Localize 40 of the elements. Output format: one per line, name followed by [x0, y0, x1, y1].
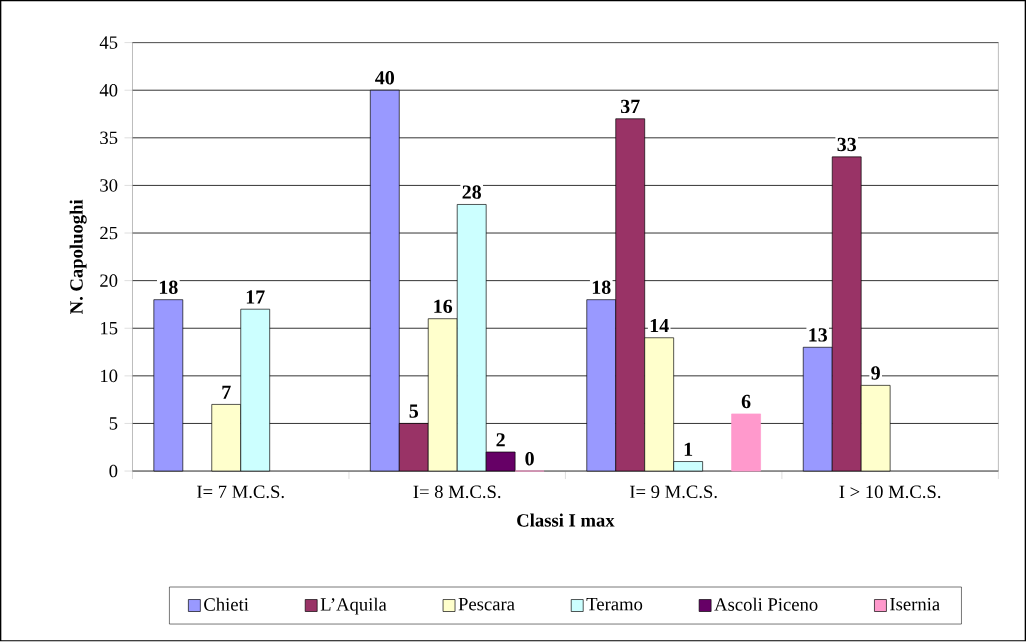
y-tick-label: 40: [99, 84, 118, 97]
x-tick-label: I= 7 M.C.S.: [197, 485, 284, 499]
y-tick-label: 35: [100, 131, 118, 145]
data-label: 18: [592, 280, 611, 295]
data-label: 28: [462, 185, 481, 200]
y-tick-label: 5: [109, 417, 118, 430]
y-axis-title: N. Capoluoghi: [69, 199, 87, 315]
y-tick-label: 30: [100, 179, 118, 192]
data-label: 40: [375, 71, 395, 85]
legend-label: L’Aquila: [320, 597, 387, 615]
bar: [731, 413, 761, 472]
legend-label: Ascoli Piceno: [714, 597, 818, 612]
x-tick-label: I > 10 M.C.S.: [839, 485, 941, 499]
legend-label: Isernia: [890, 598, 940, 611]
x-tick-label: I= 8 M.C.S.: [413, 485, 501, 499]
y-tick-label: 0: [109, 465, 118, 478]
data-label: 7: [222, 385, 231, 399]
y-tick-label: 45: [99, 36, 118, 50]
data-label: 6: [741, 395, 751, 409]
data-label: 5: [409, 404, 419, 419]
legend-label: Pescara: [458, 598, 515, 611]
data-label: 13: [809, 328, 828, 342]
y-tick-label: 25: [100, 227, 118, 240]
data-label: 2: [496, 433, 505, 447]
data-label: 33: [837, 138, 856, 152]
x-tick-label: I= 9 M.C.S.: [629, 485, 717, 499]
legend-label: Chieti: [204, 597, 249, 612]
legend-label: Teramo: [586, 598, 643, 611]
data-label: 14: [650, 319, 669, 333]
data-label: 1: [684, 442, 693, 457]
y-tick-label: 20: [100, 274, 118, 288]
y-tick-label: 10: [101, 369, 118, 383]
x-axis-title: Classi I max: [517, 513, 615, 527]
data-label: 9: [871, 366, 880, 380]
data-label: 0: [525, 452, 534, 466]
data-label: 16: [434, 299, 453, 314]
y-tick-label: 15: [101, 322, 118, 335]
data-label: 37: [621, 99, 640, 114]
data-label: 17: [246, 290, 265, 304]
data-label: 18: [159, 280, 178, 295]
